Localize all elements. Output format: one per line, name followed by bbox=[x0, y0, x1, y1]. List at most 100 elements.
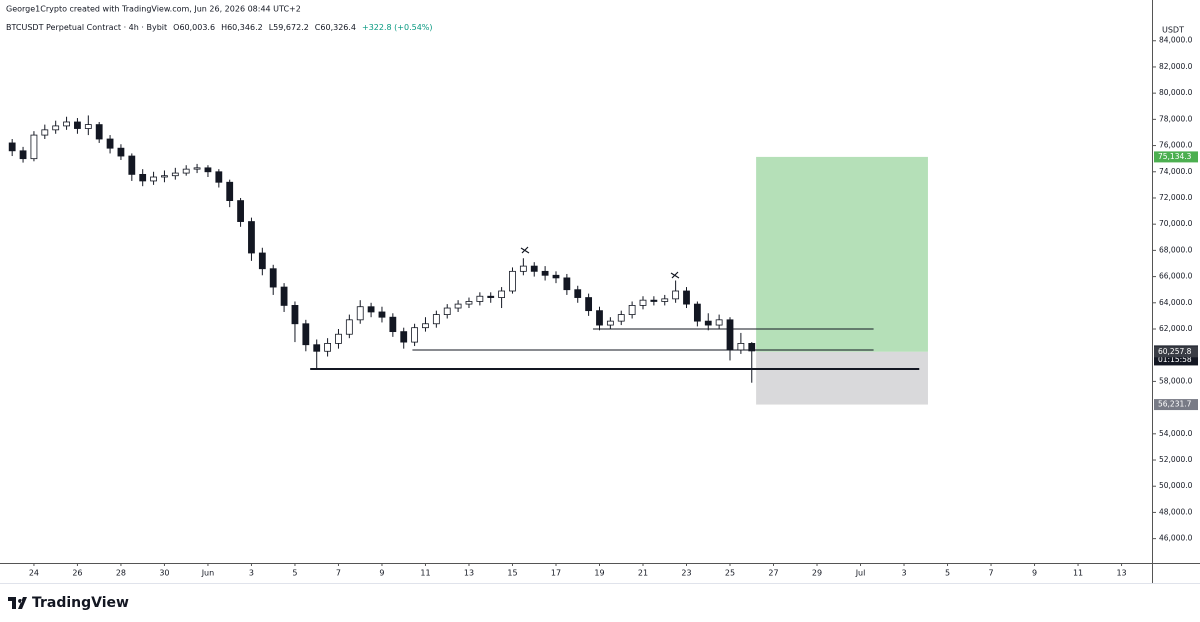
candle-body bbox=[345, 319, 353, 335]
header-part: H60,346.2 bbox=[221, 23, 263, 32]
y-tick-label: 80,000.0 bbox=[1159, 88, 1193, 97]
candle-body bbox=[585, 297, 593, 312]
price-label-bg bbox=[1154, 399, 1198, 411]
y-tick-label: 58,000.0 bbox=[1159, 376, 1193, 385]
candle-body bbox=[215, 171, 223, 183]
candle-body bbox=[378, 311, 386, 318]
x-tick-label: 11 bbox=[1073, 569, 1083, 578]
header-title: BTCUSDT Perpetual Contract · 4h · Bybit bbox=[6, 23, 167, 32]
candle-body bbox=[117, 147, 125, 157]
candle-body bbox=[704, 320, 712, 326]
candle-body bbox=[19, 150, 27, 160]
y-tick-label: 46,000.0 bbox=[1159, 534, 1193, 543]
credit: George1Crypto created with TradingView.c… bbox=[6, 5, 301, 14]
y-tick-label: 78,000.0 bbox=[1159, 114, 1193, 123]
x-tick-label: 24 bbox=[29, 569, 39, 578]
y-tick-label: 64,000.0 bbox=[1159, 298, 1193, 307]
candle-body bbox=[171, 172, 179, 177]
price-label: 75,134.3 bbox=[1158, 152, 1192, 161]
header-part: C60,326.4 bbox=[315, 23, 356, 32]
candle-body bbox=[84, 124, 92, 129]
y-tick-label: 84,000.0 bbox=[1159, 36, 1193, 45]
candle-body bbox=[661, 298, 669, 302]
x-tick-label: Jun bbox=[201, 569, 215, 578]
y-tick-label: 52,000.0 bbox=[1159, 455, 1193, 464]
x-tick-label: Jul bbox=[855, 569, 866, 578]
x-tick-label: 23 bbox=[681, 569, 691, 578]
y-tick-label: 74,000.0 bbox=[1159, 167, 1193, 176]
stop-zone bbox=[756, 351, 928, 405]
candle-body bbox=[552, 274, 560, 279]
candle-body bbox=[204, 167, 212, 173]
x-tick-label: 30 bbox=[159, 569, 169, 578]
candle-body bbox=[487, 295, 495, 298]
candle-body bbox=[182, 168, 190, 174]
candle-body bbox=[498, 290, 506, 298]
candle-body bbox=[302, 323, 310, 346]
candle-body bbox=[52, 125, 60, 131]
candle-body bbox=[313, 344, 321, 352]
x-tick-label: 11 bbox=[420, 569, 430, 578]
symbol-header: BTCUSDT Perpetual Contract · 4h · Bybit O… bbox=[6, 23, 433, 32]
candle-body bbox=[454, 303, 462, 309]
x-tick-label: 21 bbox=[638, 569, 648, 578]
candle-body bbox=[726, 319, 734, 351]
candle-body bbox=[63, 121, 70, 127]
currency: USDT bbox=[1162, 26, 1184, 35]
x-tick-label: 13 bbox=[1116, 569, 1126, 578]
x-tick-label: 9 bbox=[379, 569, 384, 578]
candle-body bbox=[628, 305, 636, 315]
candle-body bbox=[280, 286, 288, 306]
x-tick-label: 5 bbox=[292, 569, 297, 578]
candle-body bbox=[30, 134, 38, 160]
candle-body bbox=[422, 323, 429, 329]
candle-body bbox=[411, 327, 418, 343]
candle-body bbox=[41, 129, 49, 136]
plot-area bbox=[8, 115, 928, 405]
candle-body bbox=[606, 320, 614, 326]
y-tick-label: 48,000.0 bbox=[1159, 507, 1193, 516]
x-tick-label: 13 bbox=[464, 569, 474, 578]
y-tick-label: 50,000.0 bbox=[1159, 481, 1193, 490]
target-zone bbox=[756, 156, 928, 352]
candle-body bbox=[258, 252, 266, 270]
brand: TradingView bbox=[32, 595, 129, 611]
candle-body bbox=[335, 333, 342, 344]
candle-body bbox=[8, 142, 16, 152]
marker bbox=[520, 246, 530, 254]
candle-body bbox=[226, 181, 234, 201]
candle-body bbox=[509, 270, 516, 292]
candle-body bbox=[106, 138, 114, 149]
candle-body bbox=[519, 265, 527, 272]
x-tick-label: 7 bbox=[988, 569, 993, 578]
candle-body bbox=[596, 310, 603, 326]
header-part: L59,672.2 bbox=[269, 23, 309, 32]
header-part: O60,003.6 bbox=[173, 23, 215, 32]
y-tick-label: 66,000.0 bbox=[1159, 272, 1193, 281]
price-countdown: 01:15:58 bbox=[1158, 355, 1192, 364]
candle-body bbox=[541, 270, 549, 276]
candle-body bbox=[617, 314, 625, 322]
y-tick-label: 62,000.0 bbox=[1159, 324, 1193, 333]
x-tick-label: 5 bbox=[945, 569, 950, 578]
x-tick-label: 29 bbox=[812, 569, 822, 578]
brand-logo: TradingView bbox=[8, 595, 129, 611]
candle-body bbox=[530, 265, 538, 272]
price-label: 60,257.8 bbox=[1158, 347, 1192, 356]
x-tick-label: 17 bbox=[551, 569, 561, 578]
candle-body bbox=[269, 268, 277, 288]
x-tick-label: 3 bbox=[249, 569, 254, 578]
candle-body bbox=[443, 307, 451, 315]
candle-body bbox=[693, 303, 701, 322]
header-part: +322.8 (+0.54%) bbox=[362, 23, 433, 32]
candle-body bbox=[237, 200, 244, 222]
price-label-bg bbox=[1154, 346, 1198, 358]
candle-body bbox=[193, 167, 201, 170]
y-tick-label: 72,000.0 bbox=[1159, 193, 1193, 202]
candle-body bbox=[737, 343, 745, 351]
candle-body bbox=[563, 277, 571, 291]
y-tick-label: 70,000.0 bbox=[1159, 219, 1193, 228]
candle-body bbox=[367, 306, 375, 313]
y-tick-label: 54,000.0 bbox=[1159, 429, 1193, 438]
candle-body bbox=[128, 155, 136, 175]
